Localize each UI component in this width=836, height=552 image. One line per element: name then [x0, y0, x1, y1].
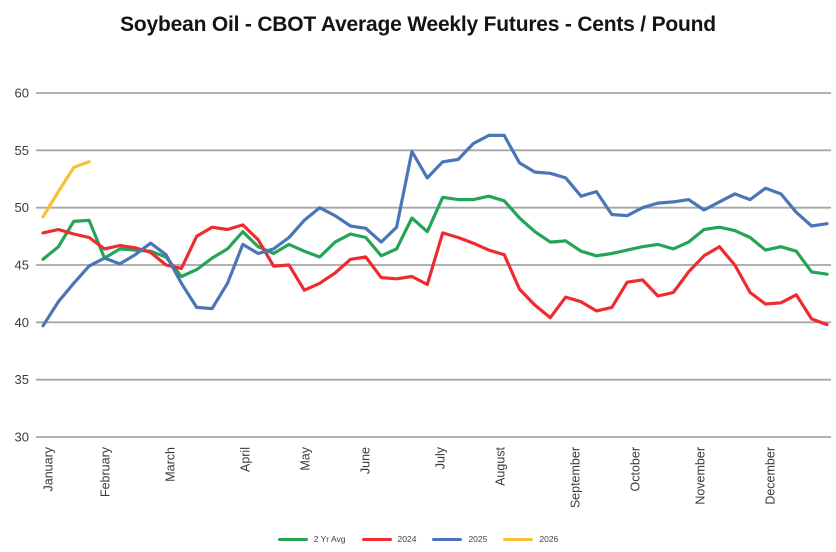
x-tick-label-march: March: [164, 447, 178, 482]
y-tick-label-55: 55: [15, 143, 29, 158]
x-tick-label-september: September: [569, 447, 583, 508]
x-tick-label-december: December: [764, 447, 778, 505]
series-line-2026: [41, 160, 91, 219]
legend-item-2026: 2026: [503, 534, 558, 544]
legend-swatch: [503, 537, 534, 541]
y-tick-label-30: 30: [15, 430, 29, 445]
y-tick-label-40: 40: [15, 315, 29, 330]
legend-item-2025: 2025: [432, 534, 487, 544]
legend-label: 2026: [539, 534, 559, 544]
legend: 2 Yr Avg 2024 2025 2026: [0, 534, 836, 544]
legend-item-2024: 2024: [361, 534, 417, 544]
legend-label: 2025: [468, 534, 488, 544]
x-tick-label-october: October: [629, 447, 643, 491]
y-tick-label-60: 60: [15, 86, 29, 101]
y-tick-label-45: 45: [15, 258, 29, 273]
series-line-2025: [41, 133, 829, 328]
x-tick-label-april: April: [239, 447, 253, 472]
legend-swatch: [277, 537, 308, 541]
y-tick-label-50: 50: [15, 200, 29, 215]
x-tick-label-february: February: [99, 446, 113, 497]
legend-swatch: [432, 537, 463, 541]
x-tick-label-august: August: [494, 446, 508, 485]
legend-swatch: [361, 537, 392, 541]
legend-label: 2 Yr Avg: [313, 534, 346, 544]
x-tick-label-may: May: [299, 446, 313, 470]
y-tick-label-35: 35: [15, 372, 29, 387]
x-tick-label-november: November: [694, 447, 708, 505]
chart-title: Soybean Oil - CBOT Average Weekly Future…: [120, 13, 716, 36]
legend-label: 2024: [397, 534, 417, 544]
x-tick-label-july: July: [434, 446, 448, 469]
x-tick-label-january: January: [42, 446, 56, 491]
series-line-2024: [41, 223, 829, 327]
x-tick-label-june: June: [359, 447, 373, 474]
legend-item-2-yr-avg: 2 Yr Avg: [277, 534, 346, 544]
